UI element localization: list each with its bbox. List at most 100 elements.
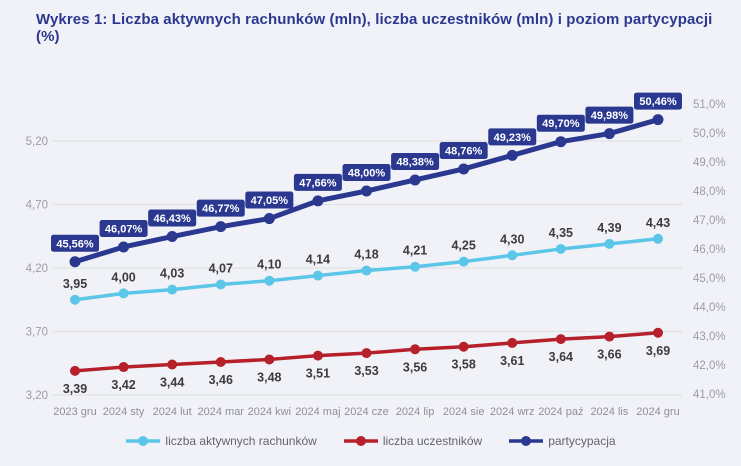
x-axis-label: 2024 wrz <box>490 406 535 418</box>
data-label: 3,44 <box>160 376 184 390</box>
data-point <box>361 348 372 359</box>
data-point <box>410 261 421 272</box>
data-label-box <box>99 219 148 237</box>
data-point <box>312 270 323 281</box>
data-point <box>118 288 129 299</box>
data-label: 3,61 <box>500 354 524 368</box>
data-label-box <box>342 164 391 181</box>
data-point <box>264 354 275 365</box>
data-label: 3,64 <box>549 350 573 364</box>
data-label: 49,23% <box>494 132 532 144</box>
data-label: 4,30 <box>500 232 524 246</box>
data-label: 4,07 <box>209 262 233 276</box>
data-label: 46,07% <box>105 223 143 235</box>
data-label: 4,43 <box>646 216 670 230</box>
data-point <box>410 344 421 355</box>
data-point <box>458 256 469 267</box>
data-label: 3,42 <box>111 378 135 392</box>
legend-marker-icon <box>343 436 378 446</box>
x-axis-label: 2024 lut <box>153 406 192 418</box>
left-axis-tick-label: 4,20 <box>26 263 48 275</box>
data-point <box>118 241 130 253</box>
data-point <box>166 231 178 243</box>
data-label: 4,00 <box>111 270 135 284</box>
data-label: 49,70% <box>542 118 580 130</box>
data-point <box>312 350 323 361</box>
data-label: 49,98% <box>591 110 629 122</box>
data-label: 4,03 <box>160 267 184 281</box>
right-axis-tick-label: 48,0% <box>693 186 726 198</box>
x-axis-label: 2024 kwi <box>248 406 291 418</box>
data-point <box>167 359 178 370</box>
data-label-box <box>391 152 440 170</box>
data-label: 4,21 <box>403 244 427 258</box>
right-axis-tick-label: 51,0% <box>693 99 726 111</box>
data-label: 3,51 <box>306 367 330 381</box>
right-axis-tick-label: 45,0% <box>693 273 726 285</box>
data-label: 45,56% <box>56 238 94 250</box>
legend-item: liczba aktywnych rachunków <box>125 434 317 448</box>
data-point <box>555 243 566 254</box>
data-label-box <box>488 128 537 146</box>
left-axis-tick-label: 3,20 <box>26 390 48 402</box>
data-point <box>507 250 518 261</box>
data-label: 4,39 <box>597 221 621 235</box>
data-label: 50,46% <box>639 96 677 108</box>
data-label: 3,46 <box>209 373 233 387</box>
data-point <box>361 265 372 276</box>
data-label-box <box>633 92 682 110</box>
data-label: 47,05% <box>251 195 289 207</box>
data-label: 4,10 <box>257 258 281 272</box>
data-point <box>360 185 372 197</box>
data-point <box>409 174 421 186</box>
right-axis-tick-label: 41,0% <box>693 389 726 401</box>
left-axis-tick-label: 5,20 <box>26 136 48 148</box>
x-axis-label: 2024 sty <box>103 406 145 418</box>
data-label: 3,95 <box>63 277 87 291</box>
chart-legend: liczba aktywnych rachunków liczba uczestn… <box>0 429 741 453</box>
data-point <box>604 331 615 342</box>
data-label: 3,53 <box>354 364 378 378</box>
data-label-box <box>536 114 585 132</box>
right-axis-tick-label: 42,0% <box>693 360 726 372</box>
data-point <box>652 114 664 126</box>
legend-item: liczba uczestników <box>343 434 482 448</box>
data-label: 4,35 <box>549 226 573 240</box>
data-label: 3,69 <box>646 344 670 358</box>
left-axis-tick-label: 4,70 <box>26 200 48 212</box>
data-label: 3,39 <box>63 382 87 396</box>
data-point <box>604 238 615 249</box>
data-point <box>263 213 275 225</box>
data-label-box <box>585 106 634 124</box>
data-label: 48,76% <box>445 145 483 157</box>
right-axis-tick-label: 50,0% <box>693 128 726 140</box>
data-point <box>70 365 80 376</box>
data-point <box>652 327 663 338</box>
data-label: 4,14 <box>306 253 330 267</box>
legend-marker-icon <box>126 436 161 446</box>
data-label: 48,00% <box>348 168 386 180</box>
data-label-box <box>293 173 342 191</box>
data-label-box <box>439 141 488 159</box>
legend-label: partycypacja <box>548 434 616 448</box>
x-axis-label: 2024 paź <box>538 406 583 418</box>
data-point <box>264 275 275 286</box>
data-label-box <box>148 209 197 227</box>
data-point <box>215 279 226 290</box>
data-label: 3,56 <box>403 360 427 374</box>
legend-marker-icon <box>509 436 544 446</box>
data-point <box>506 149 518 161</box>
data-label: 4,25 <box>451 239 475 253</box>
data-point <box>555 334 566 345</box>
data-point <box>603 128 615 140</box>
data-label: 46,43% <box>154 213 192 225</box>
chart-title: Wykres 1: Liczba aktywnych rachunków (ml… <box>36 11 713 45</box>
x-axis-label: 2024 lis <box>590 406 628 418</box>
data-point <box>652 233 663 244</box>
right-axis-tick-label: 47,0% <box>693 215 726 227</box>
data-point <box>70 294 80 305</box>
data-label: 3,58 <box>451 358 475 372</box>
data-label: 48,38% <box>396 156 434 168</box>
right-axis-tick-label: 49,0% <box>693 157 726 169</box>
